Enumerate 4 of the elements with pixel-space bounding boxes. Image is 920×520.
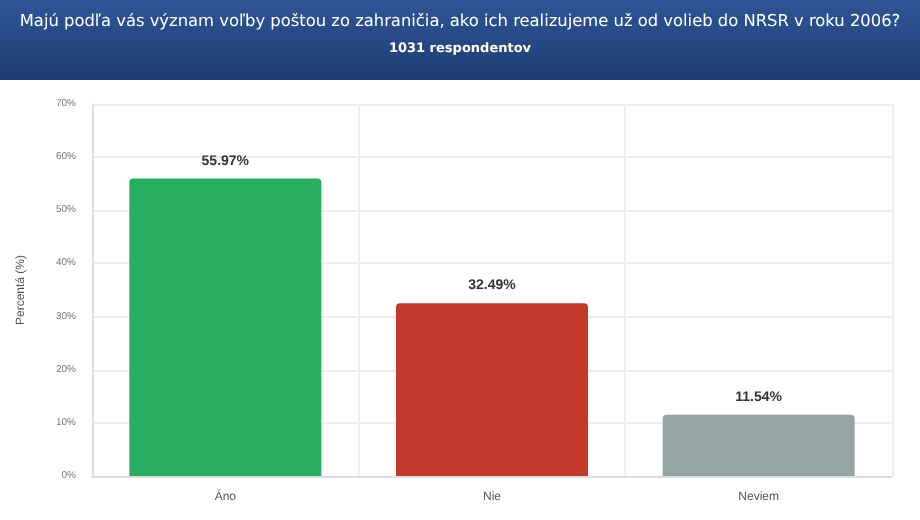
chart-title: Majú podľa vás význam voľby poštou zo zahraničia, ako ich realizujeme už od volieb do NRSR v roku 2006?	[17, 10, 903, 30]
bar	[129, 178, 322, 476]
bar	[662, 414, 855, 476]
bar	[396, 303, 588, 476]
